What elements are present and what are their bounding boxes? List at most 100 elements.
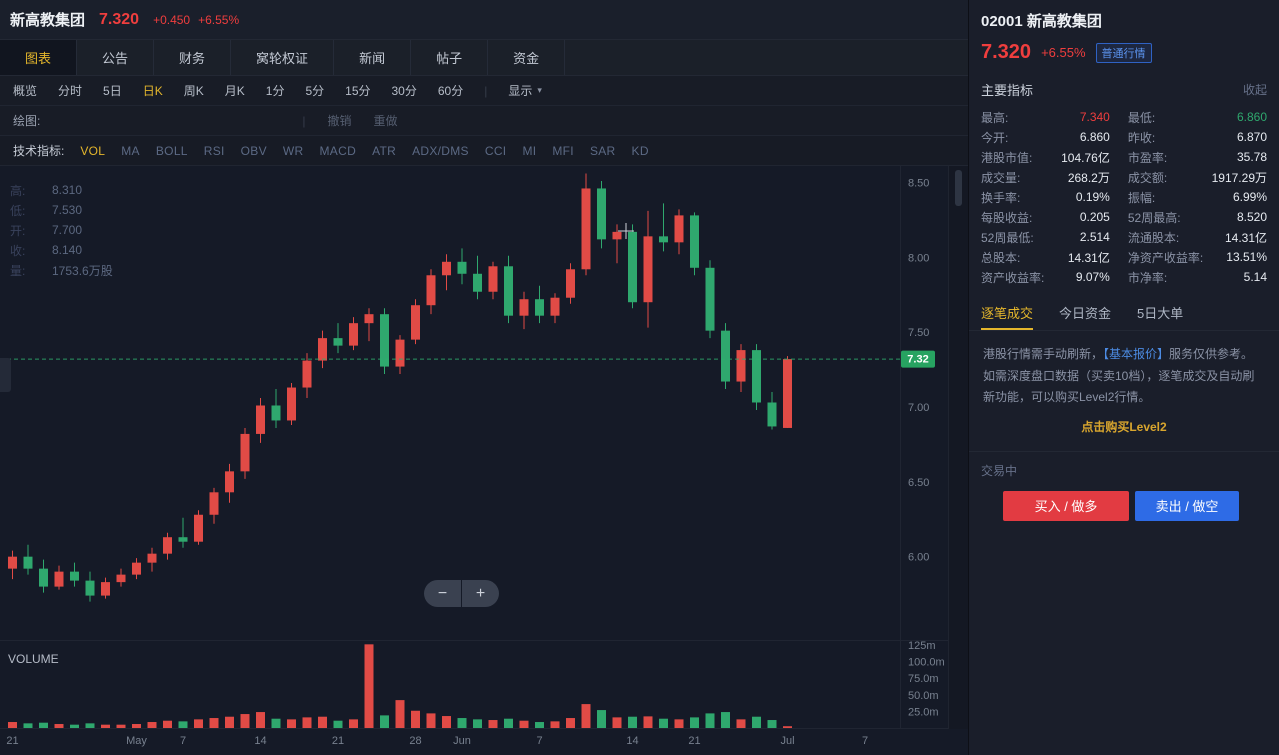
indicator-mfi[interactable]: MFI [552,143,574,158]
collapse-button[interactable]: 收起 [1242,83,1267,97]
tab-announcements[interactable]: 公告 [77,40,155,75]
period-1m[interactable]: 1分 [265,84,285,98]
chart-scrollbar[interactable] [948,166,968,729]
rp-tab-5d-big-orders[interactable]: 5日大单 [1137,306,1184,321]
legend-value: 1753.6万股 [52,263,113,278]
period-week-k[interactable]: 周K [183,84,204,98]
indicator-mi[interactable]: MI [522,143,537,158]
svg-text:May: May [126,735,147,747]
quote-price-row: 7.320 +6.55% 普通行情 [969,31,1279,64]
stat-volume: 成交量: 268.2万 [981,167,1110,187]
legend-label: 收: [10,243,26,258]
zoom-out-button[interactable]: − [424,580,461,607]
stat-label: 振幅: [1127,190,1156,205]
legend-row: 高: 8.310 [10,180,113,200]
crosshair-cursor [618,223,634,239]
tab-chart[interactable]: 图表 [0,40,78,75]
stats-grid: 最高: 7.340 最低: 6.860 今开: 6.860 昨收: 6.870 港股市值: 104… [969,99,1279,287]
stat-value: 104.76亿 [1061,150,1110,165]
period-30m[interactable]: 30分 [391,84,417,98]
rp-tab-today-funds[interactable]: 今日资金 [1059,306,1112,321]
indicator-obv[interactable]: OBV [240,143,267,158]
period-5d[interactable]: 5日 [103,84,122,98]
svg-text:8.00: 8.00 [908,252,929,264]
svg-text:6.00: 6.00 [908,552,929,564]
stat-label: 每股收益: [981,210,1033,225]
stat-value: 14.31亿 [1067,250,1110,265]
stat-low: 最低: 6.860 [1128,107,1267,127]
stock-change: +0.450 +6.55% [153,13,239,27]
buy-level2-link[interactable]: 点击购买Level2 [1081,419,1167,434]
zoom-control: − + [424,580,499,607]
indicator-wr[interactable]: WR [282,143,304,158]
chart-scrollbar-thumb[interactable] [955,170,962,206]
indicator-macd[interactable]: MACD [319,143,357,158]
period-day-k[interactable]: 日K [142,84,163,98]
candlestick-chart[interactable]: 8.50 8.00 7.50 7.00 6.50 6.00 125m 100.0m 75.0m 5… [0,166,968,755]
period-60m[interactable]: 60分 [437,84,464,98]
svg-text:7.00: 7.00 [908,402,929,414]
indicator-rsi[interactable]: RSI [203,143,225,158]
change-value: +0.450 [153,12,191,27]
indicator-vol[interactable]: VOL [80,143,106,158]
period-15m[interactable]: 15分 [345,84,371,98]
indicator-adx-dms[interactable]: ADX/DMS [412,143,469,158]
trading-status: 交易中 [981,463,1018,478]
collapsed-panel-handle[interactable] [0,358,11,392]
chart-legend: 高: 8.310 低: 7.530 开: 7.700 收: 8.140 量: 1753.6万股 [10,180,113,280]
svg-text:Jun: Jun [453,735,471,747]
legend-label: 低: [10,203,26,218]
stat-label: 最高: [981,110,1009,125]
tab-news[interactable]: 新闻 [334,40,412,75]
indicator-sar[interactable]: SAR [589,143,616,158]
notice-highlight: 【基本报价】 [1103,347,1170,361]
indicator-boll[interactable]: BOLL [155,143,188,158]
stat-value: 14.31亿 [1224,230,1267,245]
chart-pane: 新高教集团 7.320 +0.450 +6.55% 图表 公告 财务 窝轮权证 新闻 帖子… [0,10,968,755]
key-stats-title: 主要指标 [981,83,1034,98]
legend-value: 7.700 [52,223,83,237]
svg-text:50.0m: 50.0m [908,690,939,702]
period-overview[interactable]: 概览 [13,84,38,98]
stat-label: 流通股本: [1127,230,1180,245]
stat-eps: 每股收益: 0.205 [981,207,1110,227]
stat-label: 昨收: [1127,130,1156,145]
stat-label: 市盈率: [1127,150,1168,165]
indicator-ma[interactable]: MA [121,143,140,158]
redo-button[interactable]: 重做 [373,114,398,128]
period-5m[interactable]: 5分 [305,84,325,98]
svg-text:7.50: 7.50 [908,327,929,339]
rp-tab-tick-trades[interactable]: 逐笔成交 [981,297,1034,330]
stat-roa: 资产收益率: 9.07% [981,267,1110,287]
display-label: 显示 [508,84,533,98]
tab-funds[interactable]: 资金 [488,40,566,75]
stat-hk-market-cap: 港股市值: 104.76亿 [981,147,1110,167]
sell-short-button[interactable]: 卖出 / 做空 [1135,490,1239,521]
svg-text:75.0m: 75.0m [908,673,939,685]
legend-value: 8.310 [52,183,83,197]
drawing-label: 绘图: [13,114,41,128]
period-items: 概览 分时 5日 日K 周K 月K 1分 5分 15分 30分 60分 [13,82,463,99]
stat-52w-high: 52周最高: 8.520 [1128,207,1267,227]
drawing-bar: 绘图: | 撤销 重做 [0,106,968,136]
stat-open: 今开: 6.860 [981,127,1110,147]
stat-value: 7.340 [1079,110,1110,124]
tab-posts[interactable]: 帖子 [411,40,489,75]
svg-text:7: 7 [862,735,868,747]
zoom-in-button[interactable]: + [462,580,499,607]
period-intraday[interactable]: 分时 [58,84,83,98]
stat-pb: 市净率: 5.14 [1128,267,1267,287]
indicator-kd[interactable]: KD [631,143,649,158]
stat-turnover-rate: 换手率: 0.19% [981,187,1110,207]
display-menu-button[interactable]: 显示 ▾ [508,82,542,99]
buy-long-button[interactable]: 买入 / 做多 [1003,490,1129,521]
tab-financials[interactable]: 财务 [154,40,232,75]
indicator-cci[interactable]: CCI [484,143,507,158]
trade-divider [969,450,1279,452]
period-month-k[interactable]: 月K [224,84,245,98]
indicator-atr[interactable]: ATR [372,143,397,158]
quote-level-badge[interactable]: 普通行情 [1095,42,1152,63]
tab-warrants[interactable]: 窝轮权证 [231,40,335,75]
undo-button[interactable]: 撤销 [327,114,352,128]
